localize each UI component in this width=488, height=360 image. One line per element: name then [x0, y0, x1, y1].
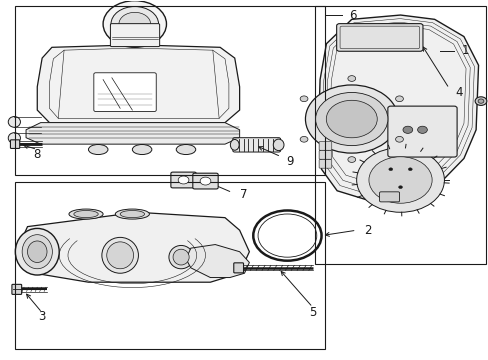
Circle shape — [368, 157, 431, 203]
Ellipse shape — [8, 117, 20, 127]
Bar — [315, 6, 485, 264]
Circle shape — [300, 136, 307, 142]
Ellipse shape — [230, 139, 239, 150]
FancyBboxPatch shape — [232, 138, 280, 152]
FancyBboxPatch shape — [319, 150, 331, 159]
Circle shape — [119, 12, 150, 36]
Text: 2: 2 — [363, 224, 371, 237]
Text: 8: 8 — [34, 148, 41, 161]
Circle shape — [315, 93, 387, 145]
Text: 3: 3 — [39, 310, 46, 324]
Circle shape — [417, 126, 427, 134]
FancyBboxPatch shape — [170, 172, 196, 188]
Circle shape — [347, 76, 355, 81]
FancyBboxPatch shape — [319, 141, 331, 150]
FancyBboxPatch shape — [192, 173, 218, 189]
Text: 5: 5 — [308, 306, 316, 319]
Bar — [15, 182, 325, 348]
Circle shape — [300, 96, 307, 102]
Text: 9: 9 — [285, 155, 293, 168]
Ellipse shape — [106, 242, 133, 269]
Text: 1: 1 — [461, 44, 468, 57]
Ellipse shape — [120, 211, 144, 218]
Ellipse shape — [132, 144, 152, 154]
Text: 6: 6 — [348, 9, 356, 22]
Ellipse shape — [74, 211, 98, 218]
FancyBboxPatch shape — [319, 159, 331, 168]
Circle shape — [111, 6, 158, 41]
FancyBboxPatch shape — [94, 73, 156, 112]
FancyBboxPatch shape — [12, 284, 21, 294]
Text: 7: 7 — [239, 188, 246, 201]
Circle shape — [402, 126, 412, 134]
Circle shape — [388, 168, 392, 171]
Ellipse shape — [88, 144, 108, 154]
Circle shape — [398, 186, 402, 189]
Polygon shape — [185, 244, 249, 278]
Ellipse shape — [8, 133, 20, 143]
Ellipse shape — [15, 228, 59, 275]
Ellipse shape — [273, 139, 284, 150]
Circle shape — [305, 85, 397, 153]
Ellipse shape — [27, 241, 47, 262]
Ellipse shape — [173, 249, 189, 265]
FancyBboxPatch shape — [387, 106, 456, 157]
Circle shape — [178, 176, 188, 184]
FancyBboxPatch shape — [10, 140, 20, 148]
FancyBboxPatch shape — [233, 263, 243, 273]
Text: 4: 4 — [454, 86, 462, 99]
Circle shape — [325, 100, 376, 138]
FancyBboxPatch shape — [336, 24, 422, 51]
Circle shape — [395, 136, 403, 142]
Circle shape — [474, 97, 486, 105]
Circle shape — [395, 96, 403, 102]
Circle shape — [356, 148, 444, 212]
Bar — [15, 6, 325, 175]
Circle shape — [103, 1, 166, 47]
Ellipse shape — [168, 246, 193, 269]
Polygon shape — [26, 123, 239, 144]
Polygon shape — [22, 212, 249, 282]
Circle shape — [347, 157, 355, 162]
Circle shape — [407, 168, 411, 171]
Ellipse shape — [69, 209, 103, 219]
Ellipse shape — [22, 235, 52, 269]
FancyBboxPatch shape — [379, 192, 399, 202]
Ellipse shape — [176, 144, 195, 154]
Ellipse shape — [102, 237, 138, 273]
Ellipse shape — [115, 209, 149, 219]
FancyBboxPatch shape — [110, 24, 159, 46]
Circle shape — [477, 99, 483, 103]
Polygon shape — [37, 45, 239, 123]
Polygon shape — [318, 15, 478, 200]
Circle shape — [200, 177, 210, 185]
